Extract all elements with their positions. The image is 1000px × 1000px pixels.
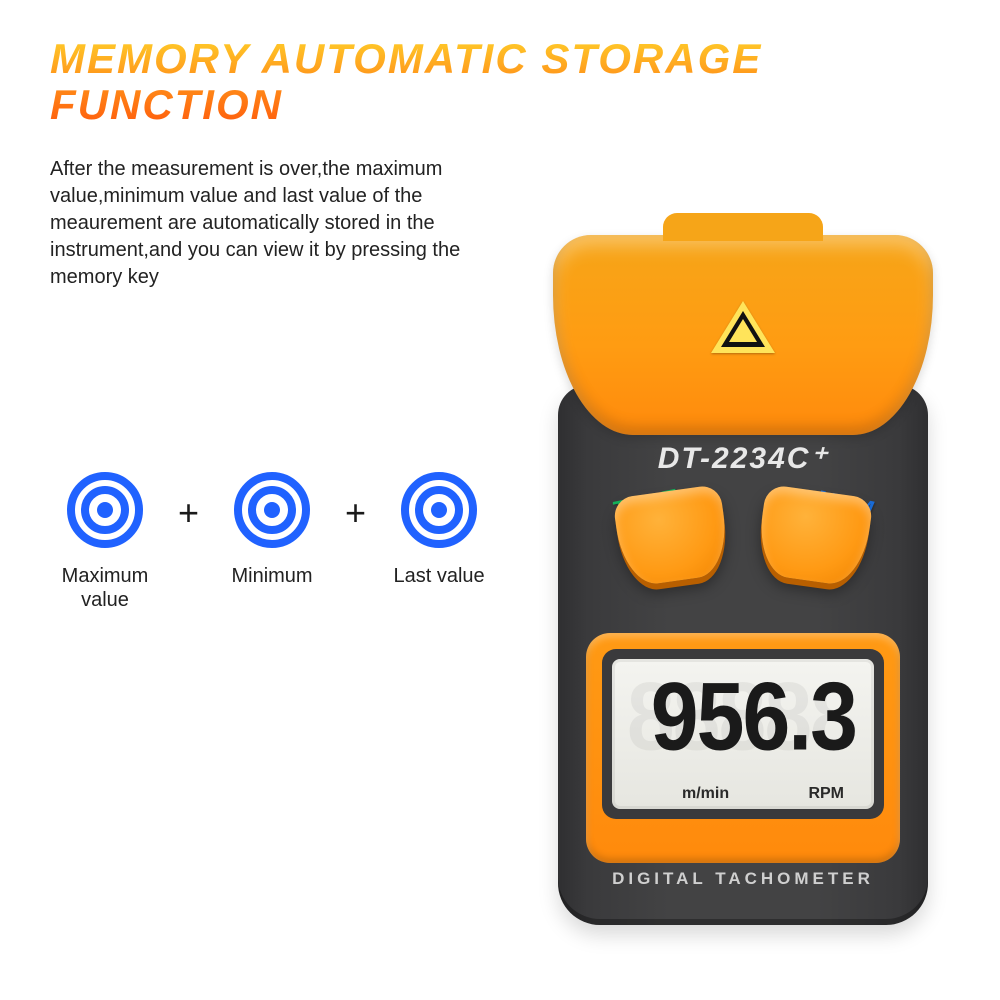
headline: MEMORY AUTOMATIC STORAGE FUNCTION: [50, 36, 940, 128]
lcd-unit-right: RPM: [808, 785, 844, 803]
value-label: Last value: [393, 564, 484, 588]
value-label: Minimum: [231, 564, 312, 588]
values-row: Maximum value + Minimum + Last value: [40, 470, 504, 612]
target-icon: [232, 470, 312, 550]
plus-separator: +: [178, 492, 199, 534]
lcd-frame: 88888 956.3 m/min RPM: [586, 633, 900, 863]
test-button[interactable]: [612, 484, 731, 588]
device-bottom-label: DIGITAL TACHOMETER: [558, 869, 928, 889]
device-buttons: TEST MEM: [558, 491, 928, 631]
lcd-unit-left: m/min: [682, 785, 729, 803]
value-item-min: Minimum: [207, 470, 337, 588]
value-item-max: Maximum value: [40, 470, 170, 612]
lcd-screen: 88888 956.3 m/min RPM: [612, 659, 874, 809]
value-label: Maximum value: [40, 564, 170, 612]
lcd-reading: 956.3: [651, 669, 856, 765]
target-icon: [399, 470, 479, 550]
mem-button[interactable]: [754, 484, 873, 588]
laser-warning-icon: [729, 319, 757, 342]
lcd-bezel: 88888 956.3 m/min RPM: [602, 649, 884, 819]
value-item-last: Last value: [374, 470, 504, 588]
device-model-label: DT-2234C⁺: [558, 441, 928, 476]
tachometer-device: DT-2234C⁺ TEST MEM 88888 956.3 m/min RPM…: [558, 245, 928, 945]
device-notch: [663, 213, 823, 241]
target-icon: [65, 470, 145, 550]
description-text: After the measurement is over,the maximu…: [50, 156, 530, 291]
plus-separator: +: [345, 492, 366, 534]
